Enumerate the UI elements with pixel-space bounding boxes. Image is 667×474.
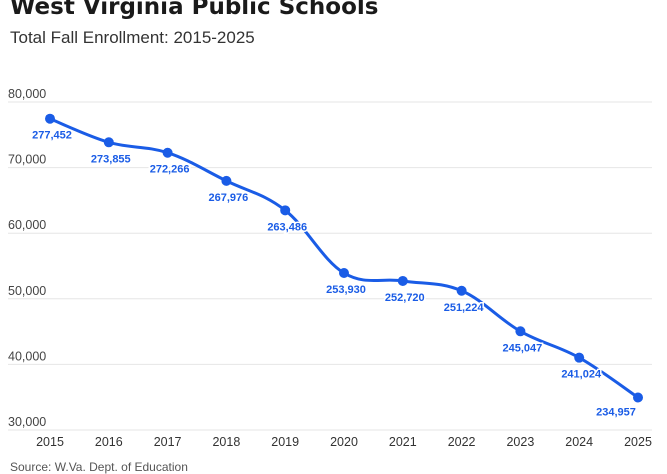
x-tick-label: 2019 [271,435,299,449]
x-tick-label: 2021 [389,435,417,449]
y-tick-label: 80,000 [8,87,46,101]
data-label-halo: 272,266 [150,164,190,176]
data-label: 234,957 [596,406,636,418]
chart-subtitle: Total Fall Enrollment: 2015-2025 [10,28,255,47]
x-axis-ticks: 2015 2016 2017 2018 2019 2020 2021 2022 2023 2024… [36,435,652,449]
x-tick-label: 2023 [506,435,534,449]
data-label-halo: 267,976 [209,192,249,204]
data-label: 272,266 [150,164,190,176]
y-tick-label: 50,000 [8,284,46,298]
data-label: 277,452 [32,130,72,142]
data-label: 251,224 [444,302,485,314]
data-point [515,326,526,337]
data-point [162,147,173,158]
data-label: 273,855 [91,153,131,165]
data-point [456,285,467,296]
source-note: Source: W.Va. Dept. of Education [10,460,188,474]
data-label: 245,047 [503,342,543,354]
data-label-halo: 241,024 [561,369,602,381]
series-line [48,117,640,399]
data-label: 252,720 [385,292,425,304]
x-tick-label: 2022 [448,435,476,449]
x-tick-label: 2017 [154,435,182,449]
data-label-halo: 263,486 [267,221,307,233]
data-point [574,352,585,363]
data-labels: 277,452277,452273,855273,855272,266272,2… [31,128,638,420]
chart-title: West Virginia Public Schools [10,0,379,20]
data-label: 267,976 [209,192,249,204]
data-label-halo: 273,855 [91,153,131,165]
data-label-halo: 234,957 [596,406,636,418]
data-label: 241,024 [561,369,602,381]
data-point [45,113,55,124]
data-label-halo: 252,720 [385,292,425,304]
data-label-halo: 253,930 [326,284,366,296]
series-line-group [48,117,640,399]
gridlines [8,101,652,431]
y-tick-label: 30,000 [8,415,46,429]
data-point [103,137,114,148]
y-axis-ticks: 30,000 40,000 50,000 60,000 70,000 80,000 [8,87,46,429]
x-tick-label: 2016 [95,435,123,449]
data-label-halo: 277,452 [32,130,72,142]
data-label: 263,486 [267,221,307,233]
y-tick-label: 40,000 [8,349,46,363]
x-tick-label: 2024 [565,435,593,449]
x-tick-label: 2020 [330,435,358,449]
data-label-halo: 251,224 [444,302,485,314]
data-point [221,175,232,186]
data-points [45,113,643,403]
x-tick-label: 2018 [212,435,240,449]
data-point [397,275,408,286]
data-point [280,205,291,216]
data-label-halo: 245,047 [503,342,543,354]
data-label: 253,930 [326,284,366,296]
x-tick-label: 2015 [36,435,64,449]
x-tick-label: 2025 [624,435,652,449]
y-tick-label: 60,000 [8,218,46,232]
data-point [339,268,349,279]
data-point [633,392,643,403]
y-tick-label: 70,000 [8,153,46,167]
